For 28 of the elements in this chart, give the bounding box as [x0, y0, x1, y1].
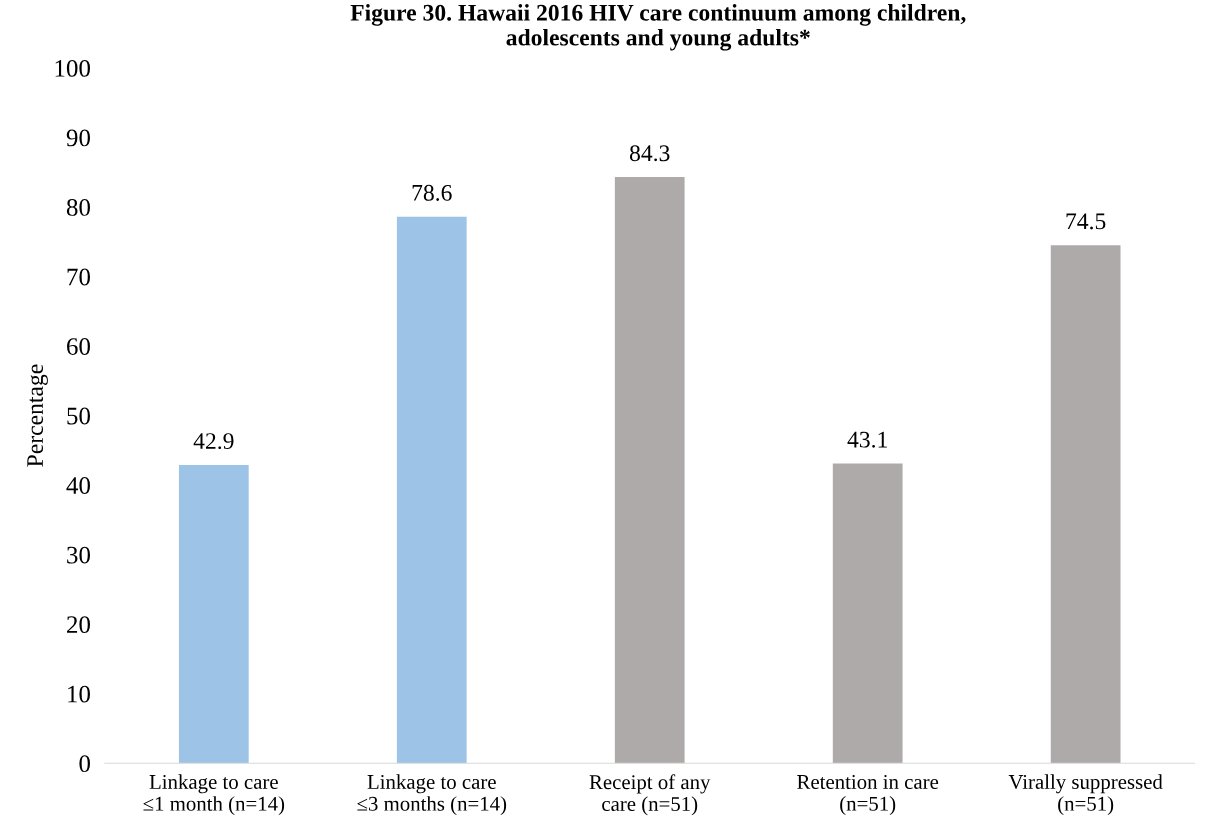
y-tick-label: 40	[66, 477, 90, 494]
bar	[178, 464, 249, 764]
y-tick-label: 50	[67, 407, 90, 425]
y-tick-label: 100	[55, 59, 90, 77]
data-label: 84.3	[629, 145, 670, 162]
data-label: 43.1	[847, 431, 887, 448]
x-tick-label: Virally suppressed (n=51)	[1008, 774, 1163, 816]
y-tick-label: 30	[67, 546, 90, 564]
y-tick-label: 70	[67, 268, 90, 286]
bar	[1050, 245, 1121, 764]
y-tick-label: 20	[67, 616, 90, 634]
y-tick-label: 80	[66, 199, 90, 216]
bar	[832, 463, 903, 764]
data-label: 74.5	[1066, 213, 1106, 230]
chart-title: Figure 30. Hawaii 2016 HIV care continuum among children, adolescents and young adults*	[350, 4, 966, 51]
x-tick-label: Receipt of any care (n=51)	[589, 774, 711, 816]
y-tick-label: 90	[66, 129, 90, 147]
x-tick-label: Linkage to care ≤1 month (n=14)	[143, 774, 285, 816]
y-axis-title: Percentage	[27, 364, 48, 467]
x-tick-label: Retention in care (n=51)	[797, 774, 939, 815]
y-tick-label: 0	[79, 755, 90, 773]
bar	[614, 177, 685, 764]
data-label: 78.6	[412, 184, 452, 201]
y-tick-label: 10	[68, 685, 90, 703]
bar	[396, 216, 467, 764]
y-tick-label: 60	[67, 338, 90, 355]
x-tick-label: Linkage to care ≤3 months (n=14)	[357, 774, 507, 816]
data-label: 42.9	[193, 433, 234, 450]
